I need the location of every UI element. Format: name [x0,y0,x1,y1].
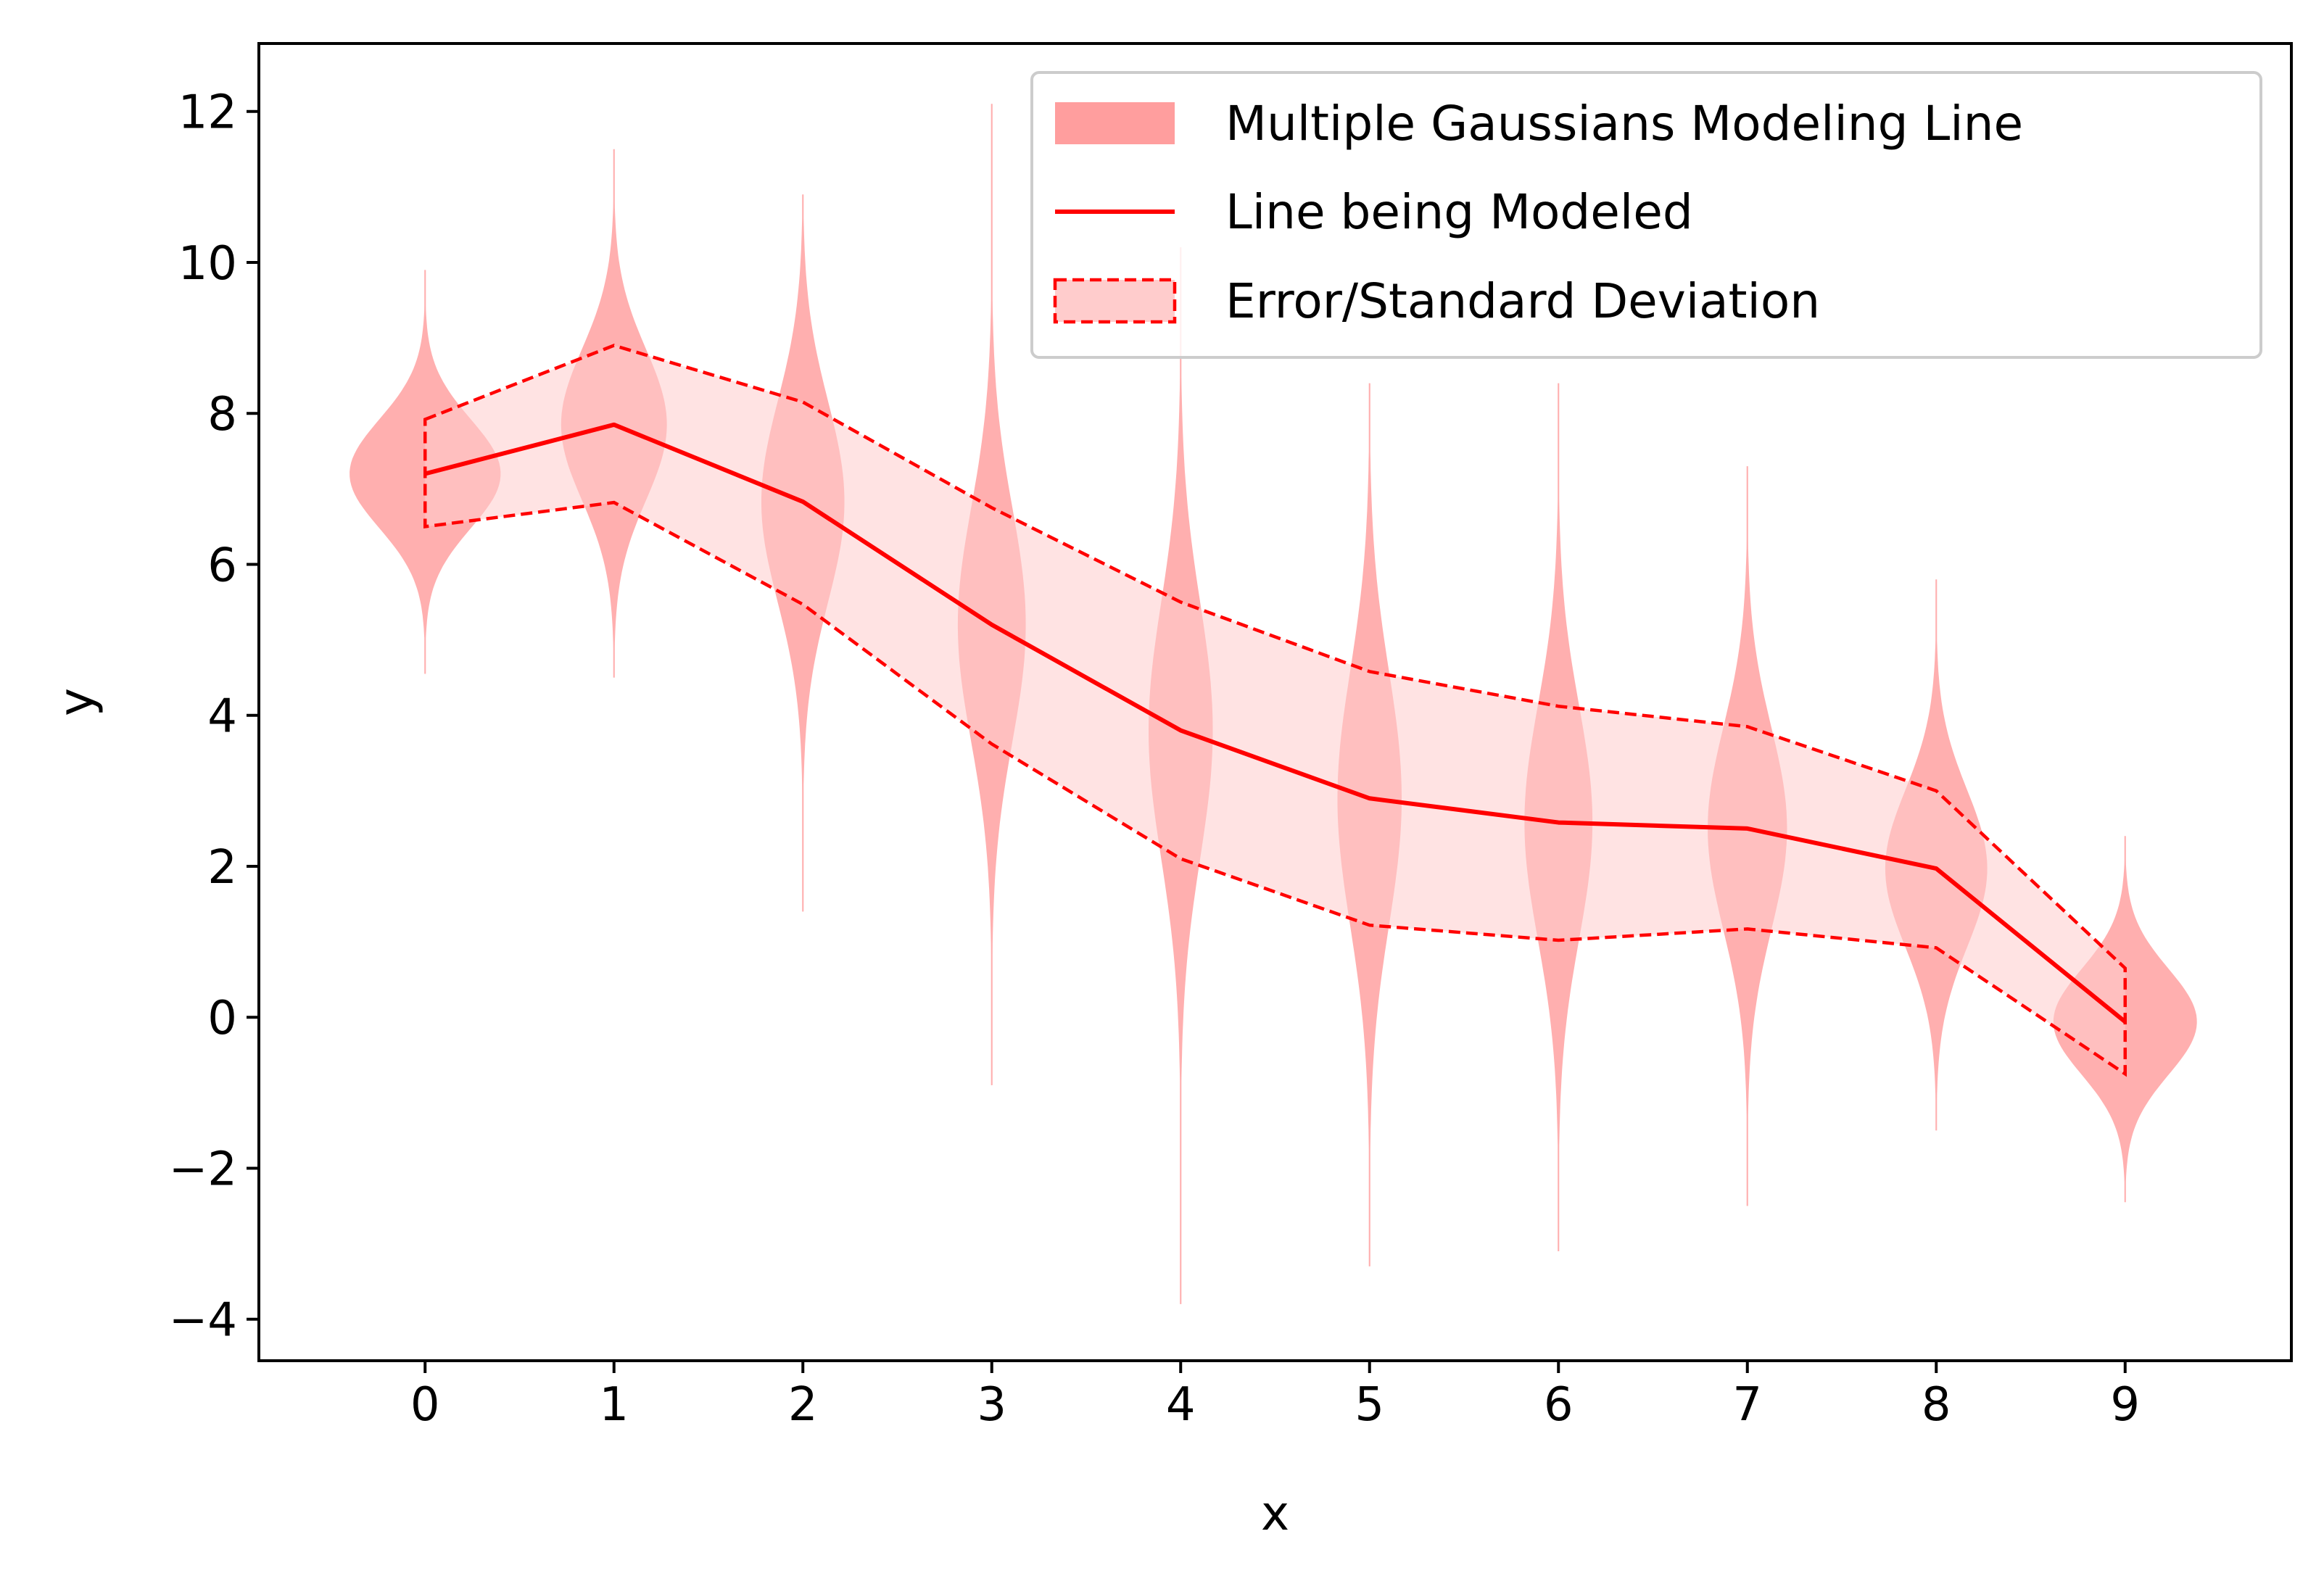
y-tick-label-10: 10 [178,237,237,291]
x-tick-label-6: 6 [1544,1378,1574,1432]
y-axis-label: y [49,688,104,716]
y-tick-label-4: 4 [207,690,237,744]
legend-label-gaussians: Multiple Gaussians Modeling Line [1225,96,2023,152]
legend-entry-gaussians: Multiple Gaussians Modeling Line [1055,96,2023,152]
y-tick-label--2: −2 [169,1143,237,1196]
y-tick-label-0: 0 [207,992,237,1045]
modeled-line-layer [424,422,2127,1024]
legend-swatch-error [1053,278,1177,324]
legend-label-error: Error/Standard Deviation [1225,273,1820,329]
y-tick-label-6: 6 [207,539,237,592]
x-tick-label-2: 2 [788,1378,818,1432]
error-band [423,344,2127,1077]
legend-box [1030,71,2262,359]
legend-entry-error: Error/Standard Deviation [1053,273,1820,329]
x-tick-label-3: 3 [977,1378,1006,1432]
legend-swatch-gaussians [1055,102,1175,144]
x-tick-label-1: 1 [599,1378,629,1432]
y-tick-label-8: 8 [207,388,237,441]
error-band-layer [423,344,2127,1077]
y-tick-label-12: 12 [178,86,237,140]
x-tick-label-4: 4 [1166,1378,1196,1432]
x-tick-label-5: 5 [1355,1378,1384,1432]
x-tick-label-8: 8 [1922,1378,1951,1432]
legend-label-line: Line being Modeled [1225,184,1693,240]
x-tick-label-0: 0 [410,1378,440,1432]
y-tick-label--4: −4 [169,1294,237,1348]
x-tick-label-9: 9 [2110,1378,2140,1432]
legend: Multiple Gaussians Modeling Line Line be… [1030,71,2262,359]
y-tick-label-2: 2 [207,841,237,895]
x-tick-label-7: 7 [1732,1378,1762,1432]
axes-frame [257,42,2293,1362]
x-axis-label: x [1261,1485,1289,1541]
modeled-line [424,422,2127,1024]
legend-entry-line: Line being Modeled [1055,184,1693,240]
